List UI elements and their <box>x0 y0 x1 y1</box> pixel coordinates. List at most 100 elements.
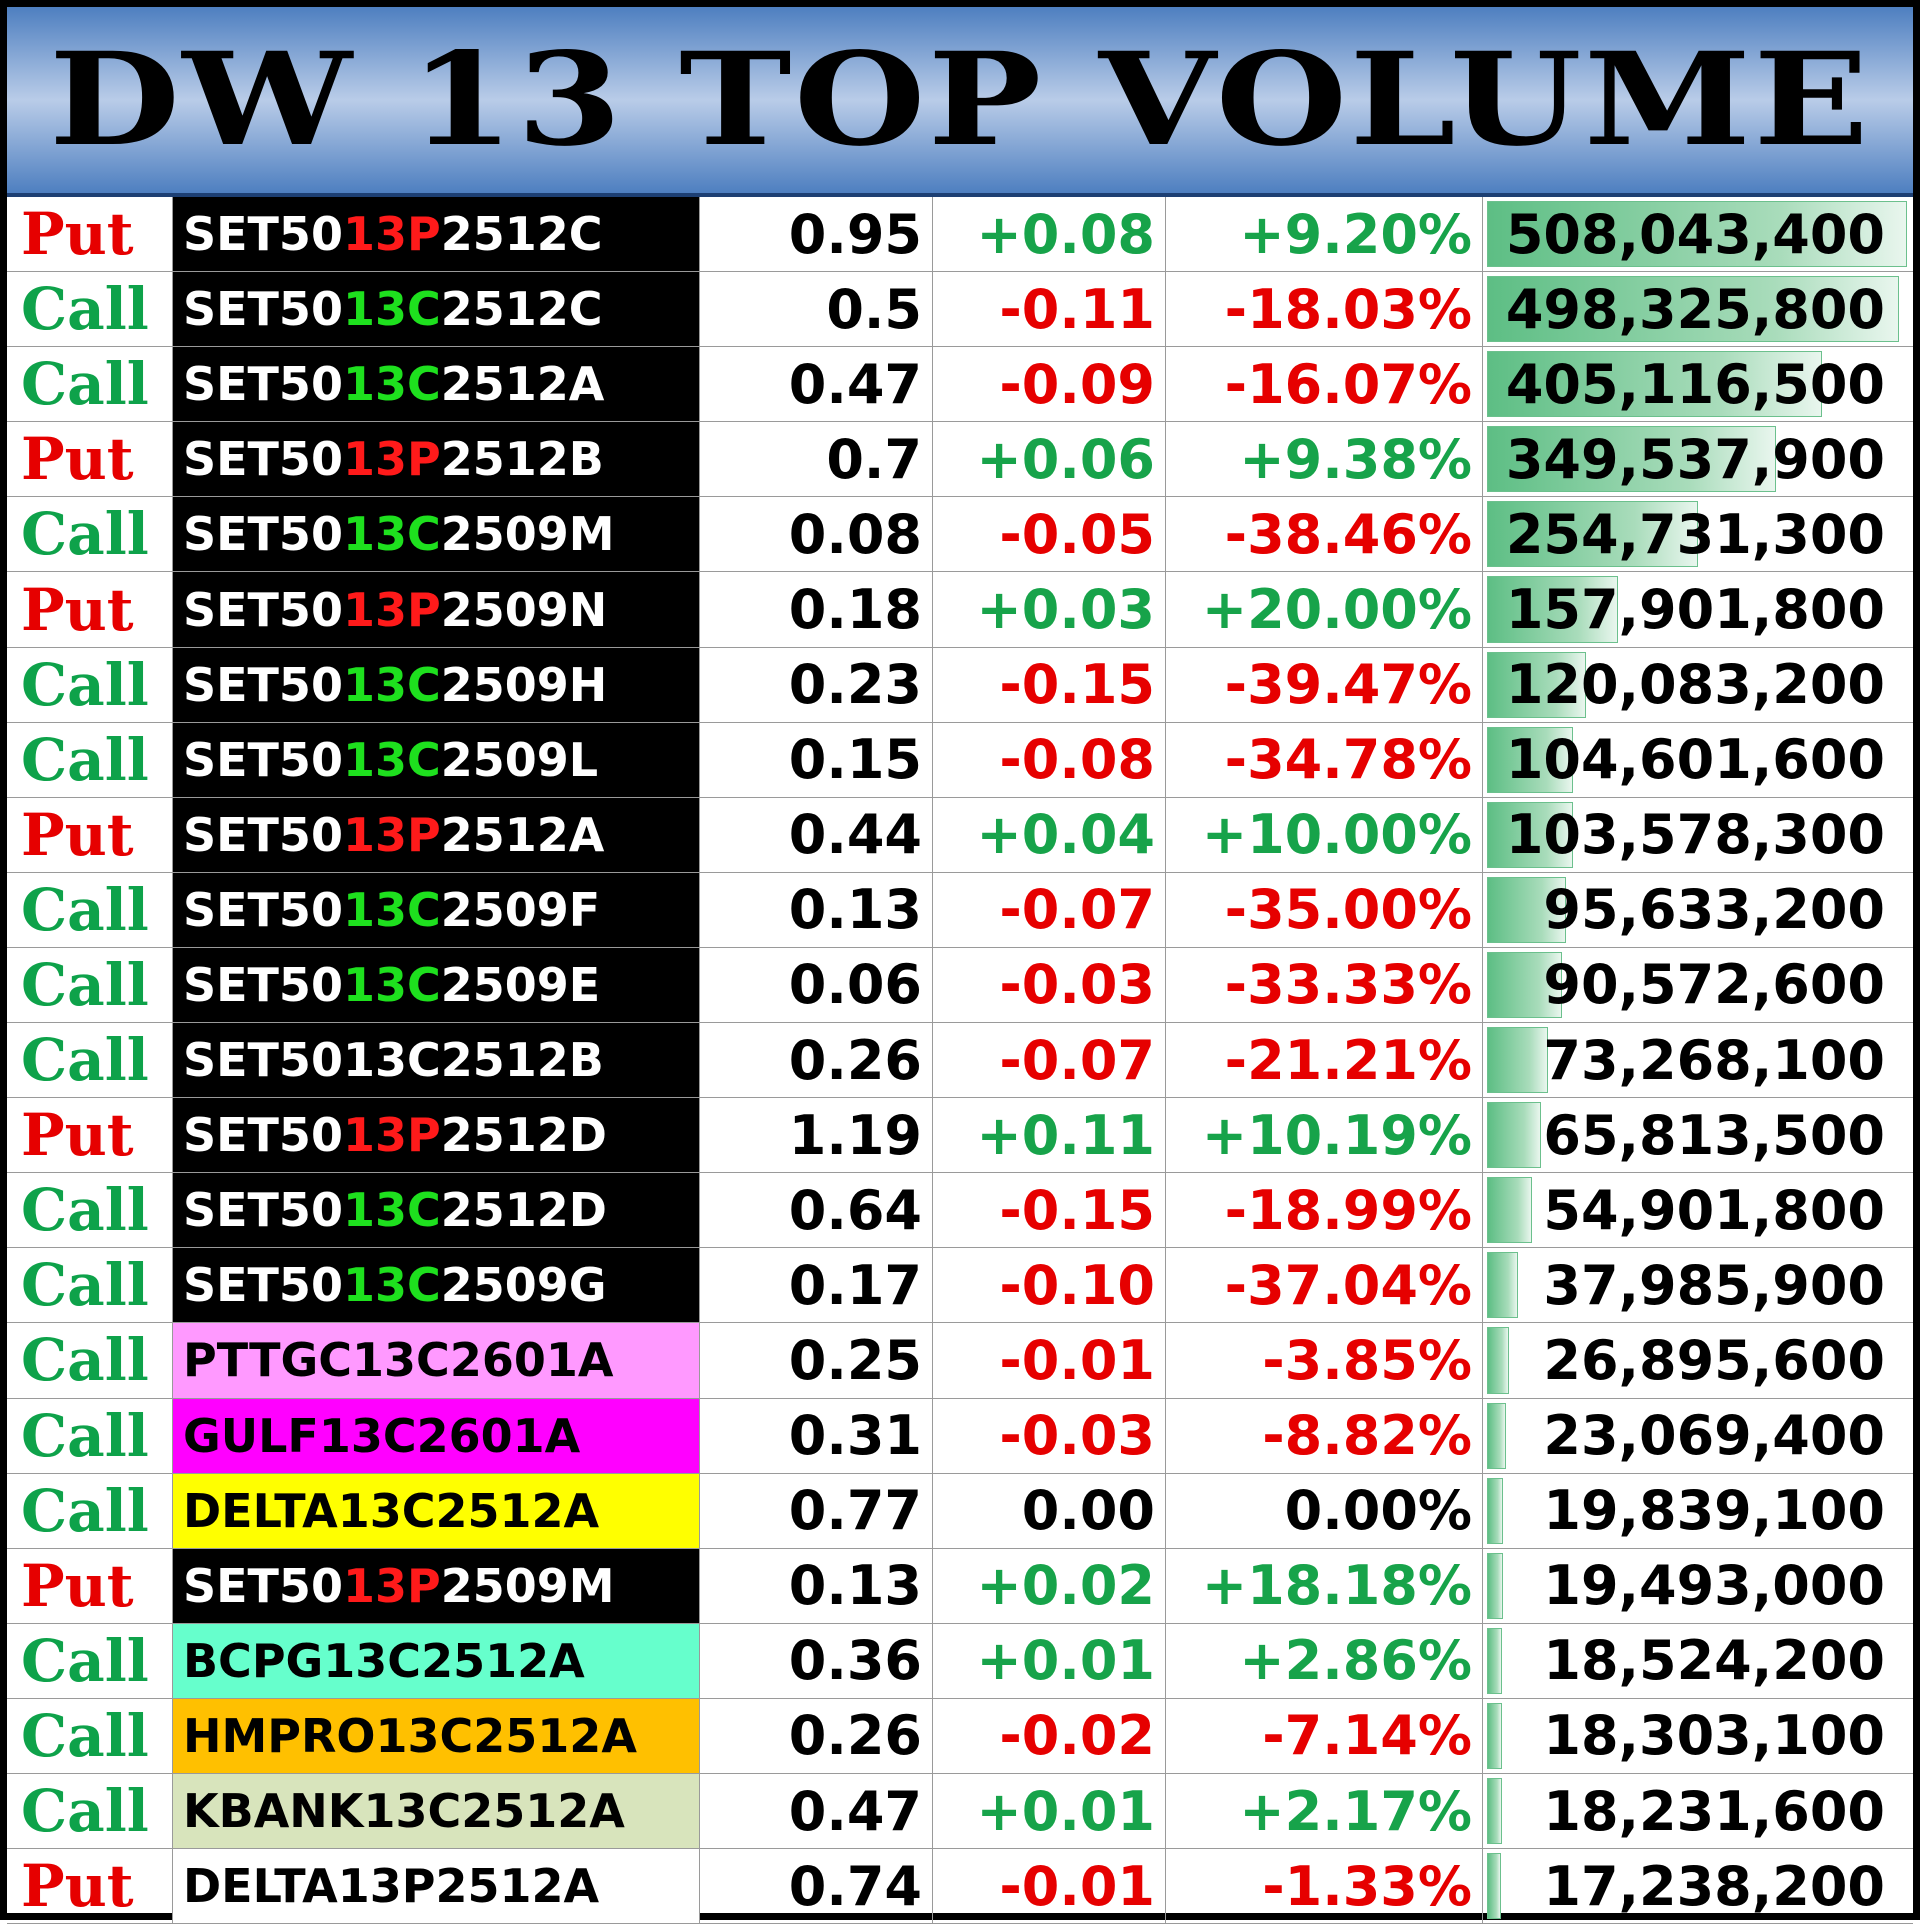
table-row: Put SET50 13P 2512C 0.95 +0.08 +9.20% 508,043,4… <box>7 197 1913 273</box>
volume-bar <box>1487 276 1899 343</box>
dw-name-cell: SET50 13C 2512A <box>173 347 700 422</box>
dw-name-cell: SET50 13C 2509F <box>173 872 700 947</box>
percent-change: -18.03% <box>1166 272 1483 347</box>
price-change: +0.08 <box>933 197 1166 272</box>
last-price: 0.25 <box>700 1323 933 1398</box>
volume-cell: 95,633,200 <box>1483 873 1913 947</box>
percent-change: -34.78% <box>1166 722 1483 797</box>
price-change: -0.15 <box>933 647 1166 722</box>
price-change: +0.02 <box>933 1548 1166 1623</box>
table-row: Call GULF13C2601A 0.31 -0.03 -8.82% 23,069,40… <box>7 1398 1913 1474</box>
volume-bar <box>1487 1702 1502 1769</box>
dw-name-prefix: SET50 <box>183 282 343 337</box>
last-price: 0.47 <box>700 1773 933 1849</box>
percent-change: -21.21% <box>1166 1023 1483 1098</box>
volume-cell: 73,268,100 <box>1483 1023 1913 1097</box>
dw-name-cell: HMPRO13C2512A <box>173 1698 700 1773</box>
dw-name-cell: KBANK13C2512A <box>173 1773 700 1849</box>
dw-name-code: 13C <box>342 1258 441 1313</box>
price-change: +0.06 <box>933 422 1166 497</box>
dw-name-cell: SET50 13P 2509N <box>173 572 700 647</box>
dw-name-suffix: 2512C <box>440 282 603 337</box>
last-price: 0.74 <box>700 1849 933 1924</box>
price-change: -0.11 <box>933 272 1166 347</box>
dw-name-cell: SET5013C2512B <box>173 1023 700 1098</box>
volume-bar <box>1487 1777 1502 1845</box>
percent-change: +2.17% <box>1166 1773 1483 1849</box>
percent-change: +10.19% <box>1166 1098 1483 1173</box>
percent-change: +2.86% <box>1166 1623 1483 1698</box>
price-change: -0.15 <box>933 1173 1166 1248</box>
dw-name-cell: GULF13C2601A <box>173 1398 700 1473</box>
volume-cell: 54,901,800 <box>1483 1173 1913 1247</box>
price-change: -0.01 <box>933 1849 1166 1924</box>
dw-name-suffix: 2509G <box>440 1258 607 1313</box>
last-price: 0.44 <box>700 797 933 872</box>
volume-cell: 120,083,200 <box>1483 648 1913 722</box>
table-row: Call DELTA13C2512A 0.77 0.00 0.00% 19,839,100 <box>7 1473 1913 1549</box>
option-type: Call <box>7 947 173 1023</box>
price-change: -0.03 <box>933 1398 1166 1473</box>
last-price: 0.26 <box>700 1698 933 1773</box>
dw-name-suffix: 2509H <box>440 657 608 712</box>
table-row: Call HMPRO13C2512A 0.26 -0.02 -7.14% 18,303,1… <box>7 1698 1913 1774</box>
volume-bar <box>1487 426 1776 493</box>
table-row: Put SET50 13P 2509N 0.18 +0.03 +20.00% 157,901,… <box>7 572 1913 648</box>
dw-name-suffix: 2512C <box>440 207 603 262</box>
price-change: -0.05 <box>933 497 1166 572</box>
price-change: -0.10 <box>933 1248 1166 1323</box>
volume-bar <box>1487 351 1822 418</box>
dw-name-suffix: 2509M <box>440 1558 615 1613</box>
price-change: -0.07 <box>933 1023 1166 1098</box>
dw-name-code: 13P <box>342 432 441 487</box>
dw-name-code: 13P <box>342 207 441 262</box>
dw-name-code: 13C <box>342 507 441 562</box>
percent-change: -16.07% <box>1166 347 1483 422</box>
dw-name-code: 13C <box>342 1183 441 1238</box>
table-row: Call SET50 13C 2512D 0.64 -0.15 -18.99% 54,901,… <box>7 1173 1913 1249</box>
dw-name-prefix: SET50 <box>183 1558 343 1613</box>
volume-bar <box>1487 876 1566 943</box>
volume-value: 37,985,900 <box>1543 1253 1885 1317</box>
dw-name-suffix: 2512D <box>440 1108 607 1163</box>
percent-change: +20.00% <box>1166 572 1483 647</box>
table-row: Call SET50 13C 2509M 0.08 -0.05 -38.46% 254,731… <box>7 497 1913 573</box>
volume-value: 73,268,100 <box>1543 1028 1885 1092</box>
volume-value: 508,043,400 <box>1505 202 1885 266</box>
option-type: Put <box>7 422 173 497</box>
volume-bar <box>1487 201 1907 268</box>
percent-change: +9.20% <box>1166 197 1483 272</box>
volume-cell: 17,238,200 <box>1483 1849 1913 1923</box>
volume-bar <box>1487 1327 1509 1394</box>
volume-bar <box>1487 1027 1548 1094</box>
dw-name-prefix: DELTA13C2512A <box>183 1483 600 1538</box>
percent-change: -33.33% <box>1166 947 1483 1023</box>
table-row: Put DELTA13P2512A 0.74 -0.01 -1.33% 17,238,20… <box>7 1849 1913 1924</box>
last-price: 0.08 <box>700 497 933 572</box>
price-change: -0.01 <box>933 1323 1166 1398</box>
dw-name-cell: SET50 13C 2512C <box>173 272 700 347</box>
page-title: DW 13 TOP VOLUME <box>49 25 1871 175</box>
dw-name-cell: SET50 13C 2512D <box>173 1173 700 1248</box>
option-type: Call <box>7 1398 173 1473</box>
table-row: Call SET5013C2512B 0.26 -0.07 -21.21% 73,268,… <box>7 1023 1913 1099</box>
dw-name-suffix: 2512B <box>440 432 604 487</box>
volume-value: 90,572,600 <box>1543 953 1885 1017</box>
dw-name-prefix: SET50 <box>183 807 343 862</box>
volume-bar <box>1487 1102 1541 1169</box>
price-change: -0.03 <box>933 947 1166 1023</box>
volume-cell: 104,601,600 <box>1483 723 1913 797</box>
option-type: Call <box>7 1248 173 1323</box>
volume-value: 18,231,600 <box>1543 1779 1885 1843</box>
percent-change: -38.46% <box>1166 497 1483 572</box>
dw-name-cell: SET50 13C 2509L <box>173 722 700 797</box>
dw-name-prefix: SET50 <box>183 357 343 412</box>
table-row: Put SET50 13P 2509M 0.13 +0.02 +18.18% 19,493,0… <box>7 1548 1913 1624</box>
volume-bar <box>1487 1853 1501 1920</box>
option-type: Call <box>7 1773 173 1849</box>
option-type: Call <box>7 1023 173 1098</box>
percent-change: -3.85% <box>1166 1323 1483 1398</box>
dw-name-code: 13C <box>342 732 441 787</box>
dw-name-prefix: SET50 <box>183 1258 343 1313</box>
volume-cell: 19,839,100 <box>1483 1474 1913 1548</box>
